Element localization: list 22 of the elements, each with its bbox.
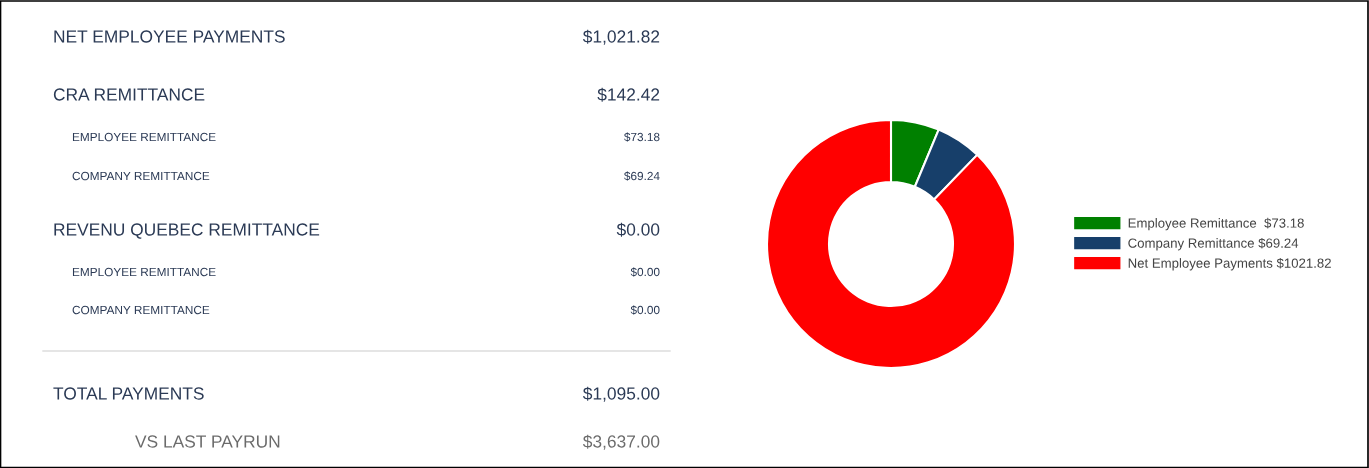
text: VS LAST PAYRUN [135,435,280,448]
text: CRA REMITTANCE [53,88,205,101]
text: EMPLOYEE REMITTANCE [72,267,216,277]
text: $1,095.00 [582,386,660,402]
text: $73.18 [624,132,660,142]
legend-label: Net Employee Payments $1021.82 [1128,257,1331,271]
text: $1,021.82 [582,29,660,45]
text: NET EMPLOYEE PAYMENTS [54,30,285,43]
text: $142.42 [597,87,660,102]
text: REVENU QUEBEC REMITTANCE [54,223,320,239]
donut-slice [765,118,1017,370]
text: $0.00 [630,305,660,315]
text: $69.24 [624,171,660,181]
legend-label: Employee Remittance $73.18 [1128,217,1304,231]
text: $3,637.00 [582,434,660,450]
text: $0.00 [616,222,660,237]
text: COMPANY REMITTANCE [72,305,210,315]
text: COMPANY REMITTANCE [72,171,210,181]
legend-label: Company Remittance $69.24 [1128,237,1299,251]
text: $0.00 [630,267,660,277]
text: EMPLOYEE REMITTANCE [72,132,216,142]
text: TOTAL PAYMENTS [53,387,204,400]
